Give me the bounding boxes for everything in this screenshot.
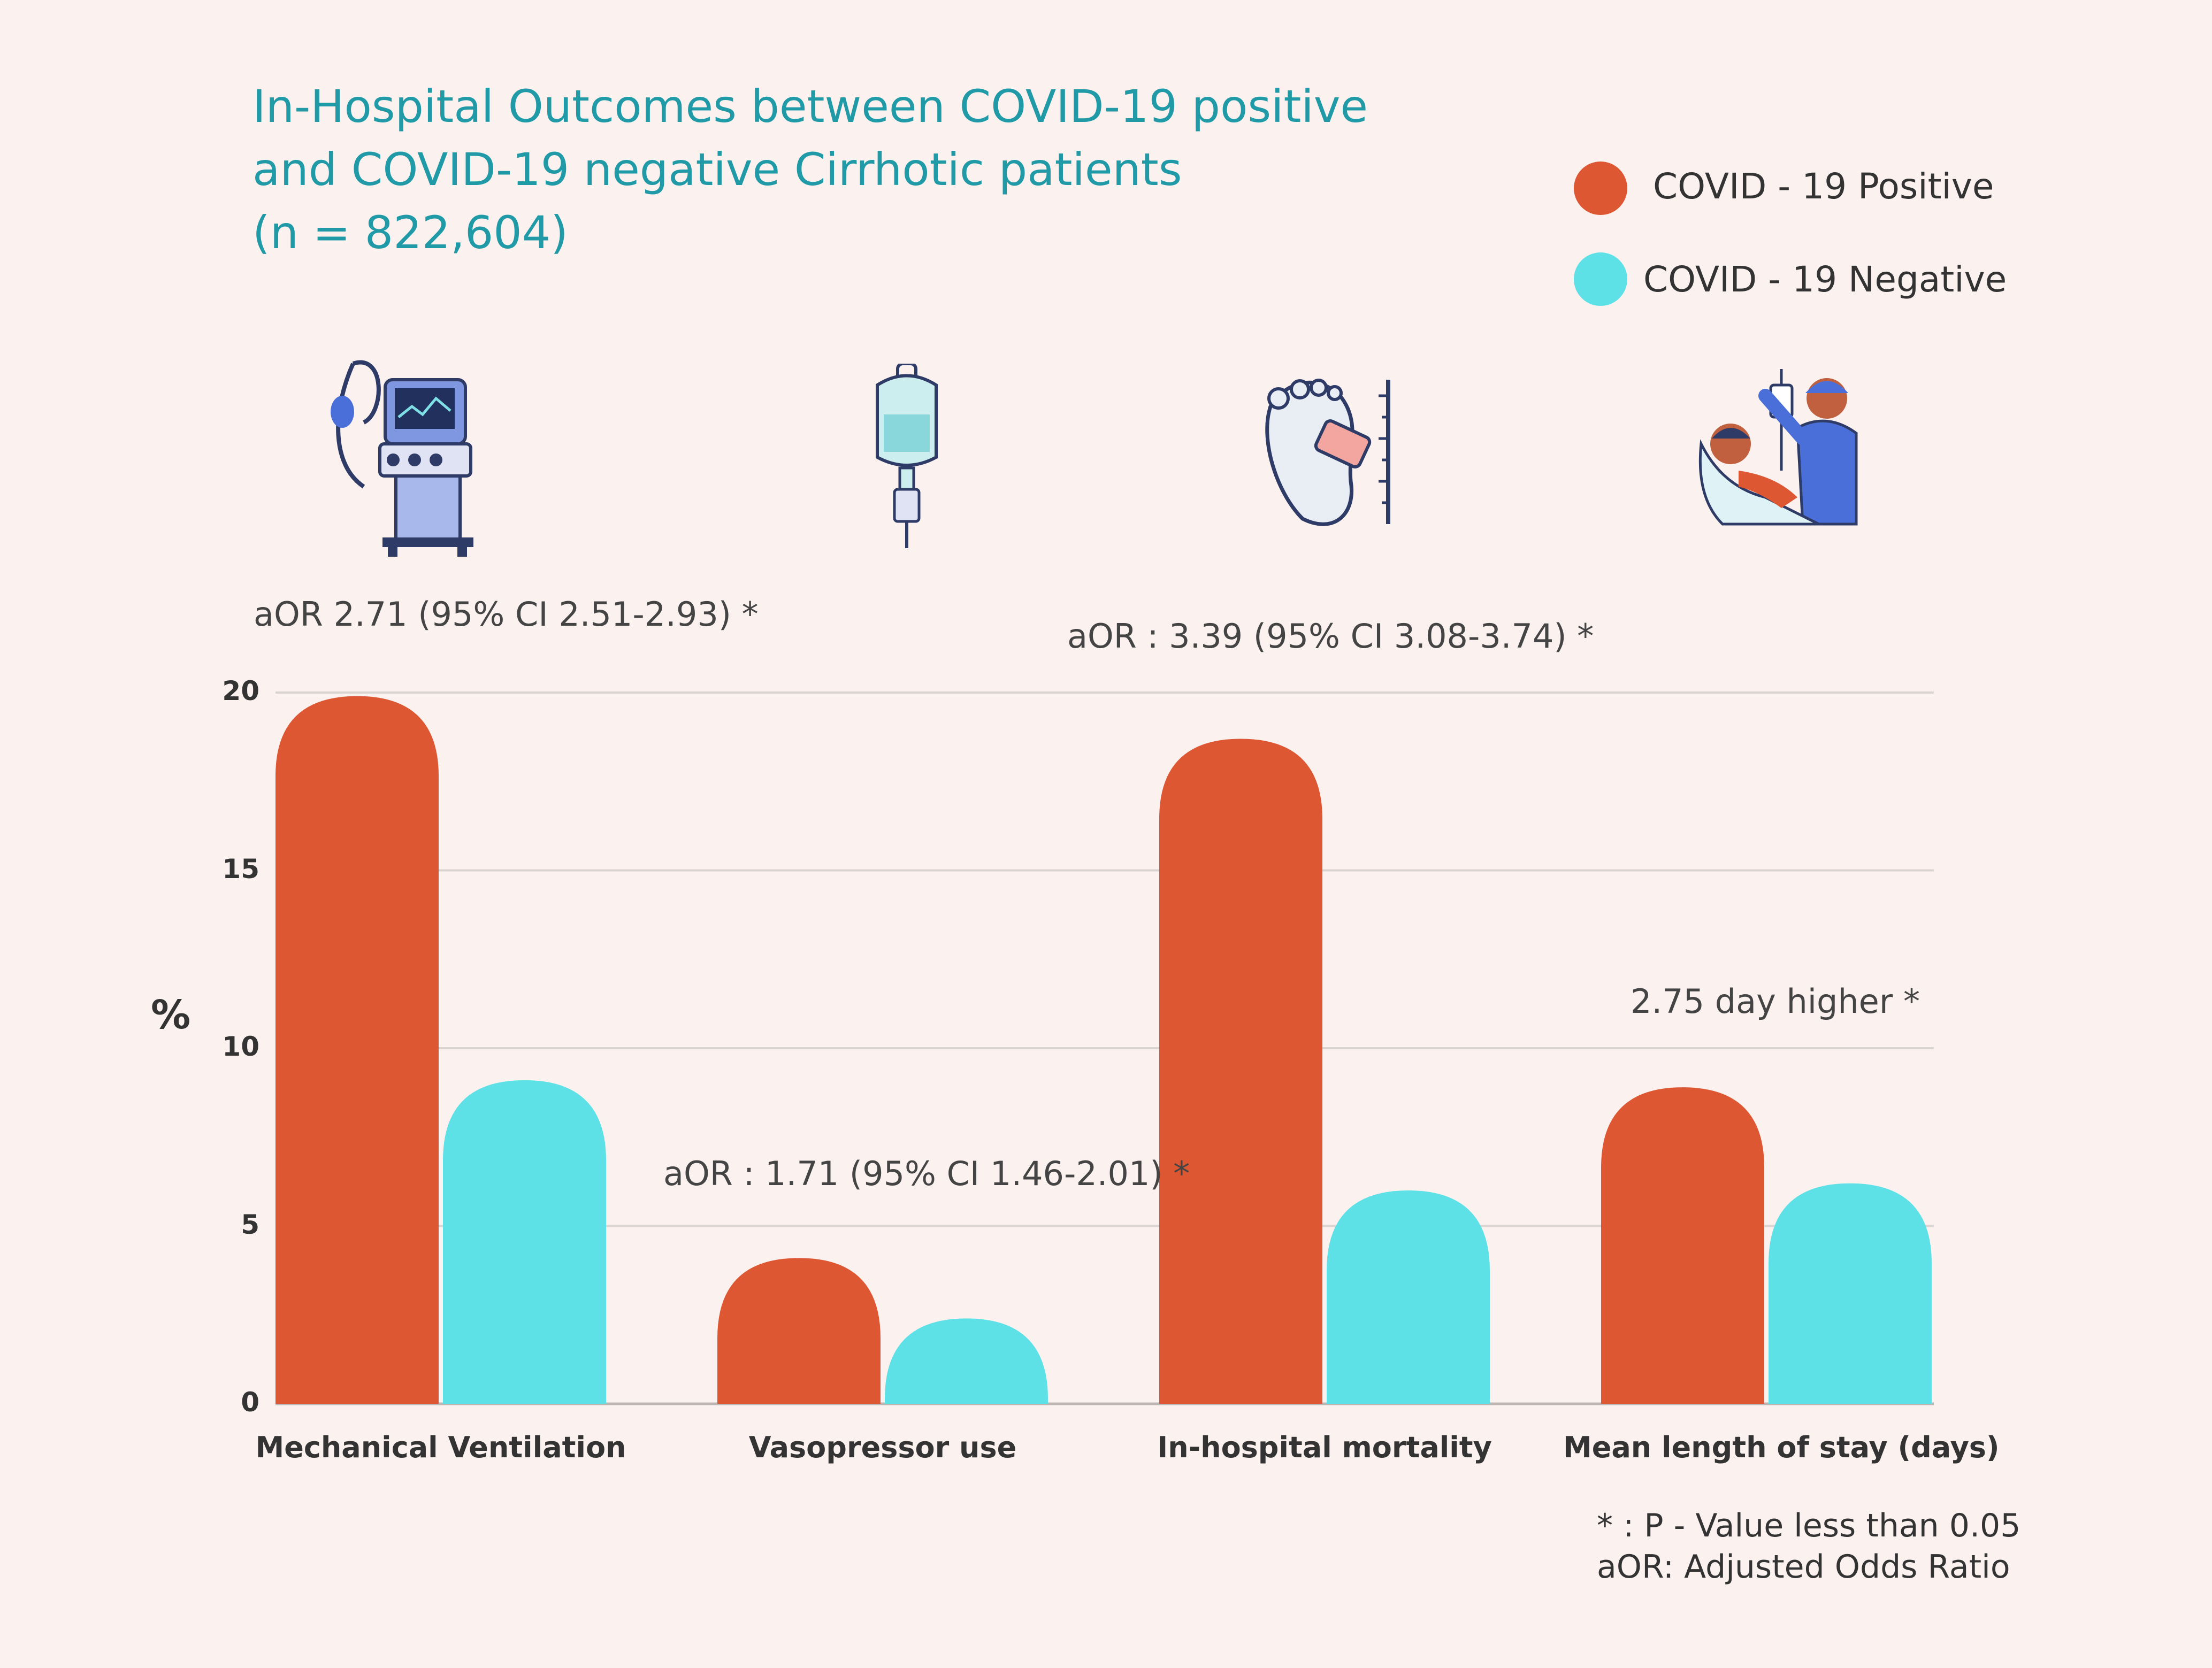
annotation-mortality-aor: aOR : 3.39 (95% CI 3.08-3.74) * [1067,617,1594,656]
annotation-vasopressor-aor: aOR : 1.71 (95% CI 1.46-2.01) * [663,1154,1190,1193]
y-tick-label-15: 15 [222,853,259,885]
chart-title-line-1: In-Hospital Outcomes between COVID-19 po… [252,80,1368,133]
toe-tag-icon [1265,379,1390,526]
legend-positive-swatch [1574,162,1627,215]
bar-positive-mechanical-ventilation [275,696,439,1404]
x-category-label-0: Mechanical Ventilation [255,1431,626,1464]
ventilator-icon [331,360,473,557]
x-category-label-3: Mean length of stay (days) [1563,1431,2000,1464]
x-category-label-1: Vasopressor use [748,1431,1017,1464]
y-tick-label-0: 0 [241,1387,259,1418]
iv-drip-icon [876,364,938,548]
legend-negative-label: COVID - 19 Negative [1643,259,2007,300]
footnote-aor-definition: aOR: Adjusted Odds Ratio [1597,1548,2010,1586]
legend-negative-swatch [1574,252,1627,306]
y-tick-label-20: 20 [222,675,259,706]
legend-positive-label: COVID - 19 Positive [1653,166,1994,207]
x-category-label-2: In-hospital mortality [1157,1431,1492,1464]
bar-negative-mean-length-of-stay-days [1769,1183,1932,1404]
annotation-stay-difference: 2.75 day higher * [1631,982,1920,1021]
chart-title-line-2: and COVID-19 negative Cirrhotic patients [252,143,1182,196]
bar-negative-in-hospital-mortality [1327,1190,1490,1404]
bar-positive-in-hospital-mortality [1159,739,1322,1404]
y-axis-label: % [151,992,191,1038]
bar-positive-mean-length-of-stay-days [1601,1087,1764,1404]
patient-doctor-icon [1698,369,1858,526]
bar-negative-mechanical-ventilation [443,1080,606,1404]
y-tick-label-5: 5 [241,1209,259,1240]
y-tick-label-10: 10 [222,1031,259,1062]
bar-positive-vasopressor-use [717,1258,881,1404]
footnote-p-value: * : P - Value less than 0.05 [1597,1507,2021,1544]
bar-negative-vasopressor-use [885,1318,1048,1404]
annotation-ventilation-aor: aOR 2.71 (95% CI 2.51-2.93) * [254,595,759,634]
chart-subtitle-sample-size: (n = 822,604) [252,206,568,259]
